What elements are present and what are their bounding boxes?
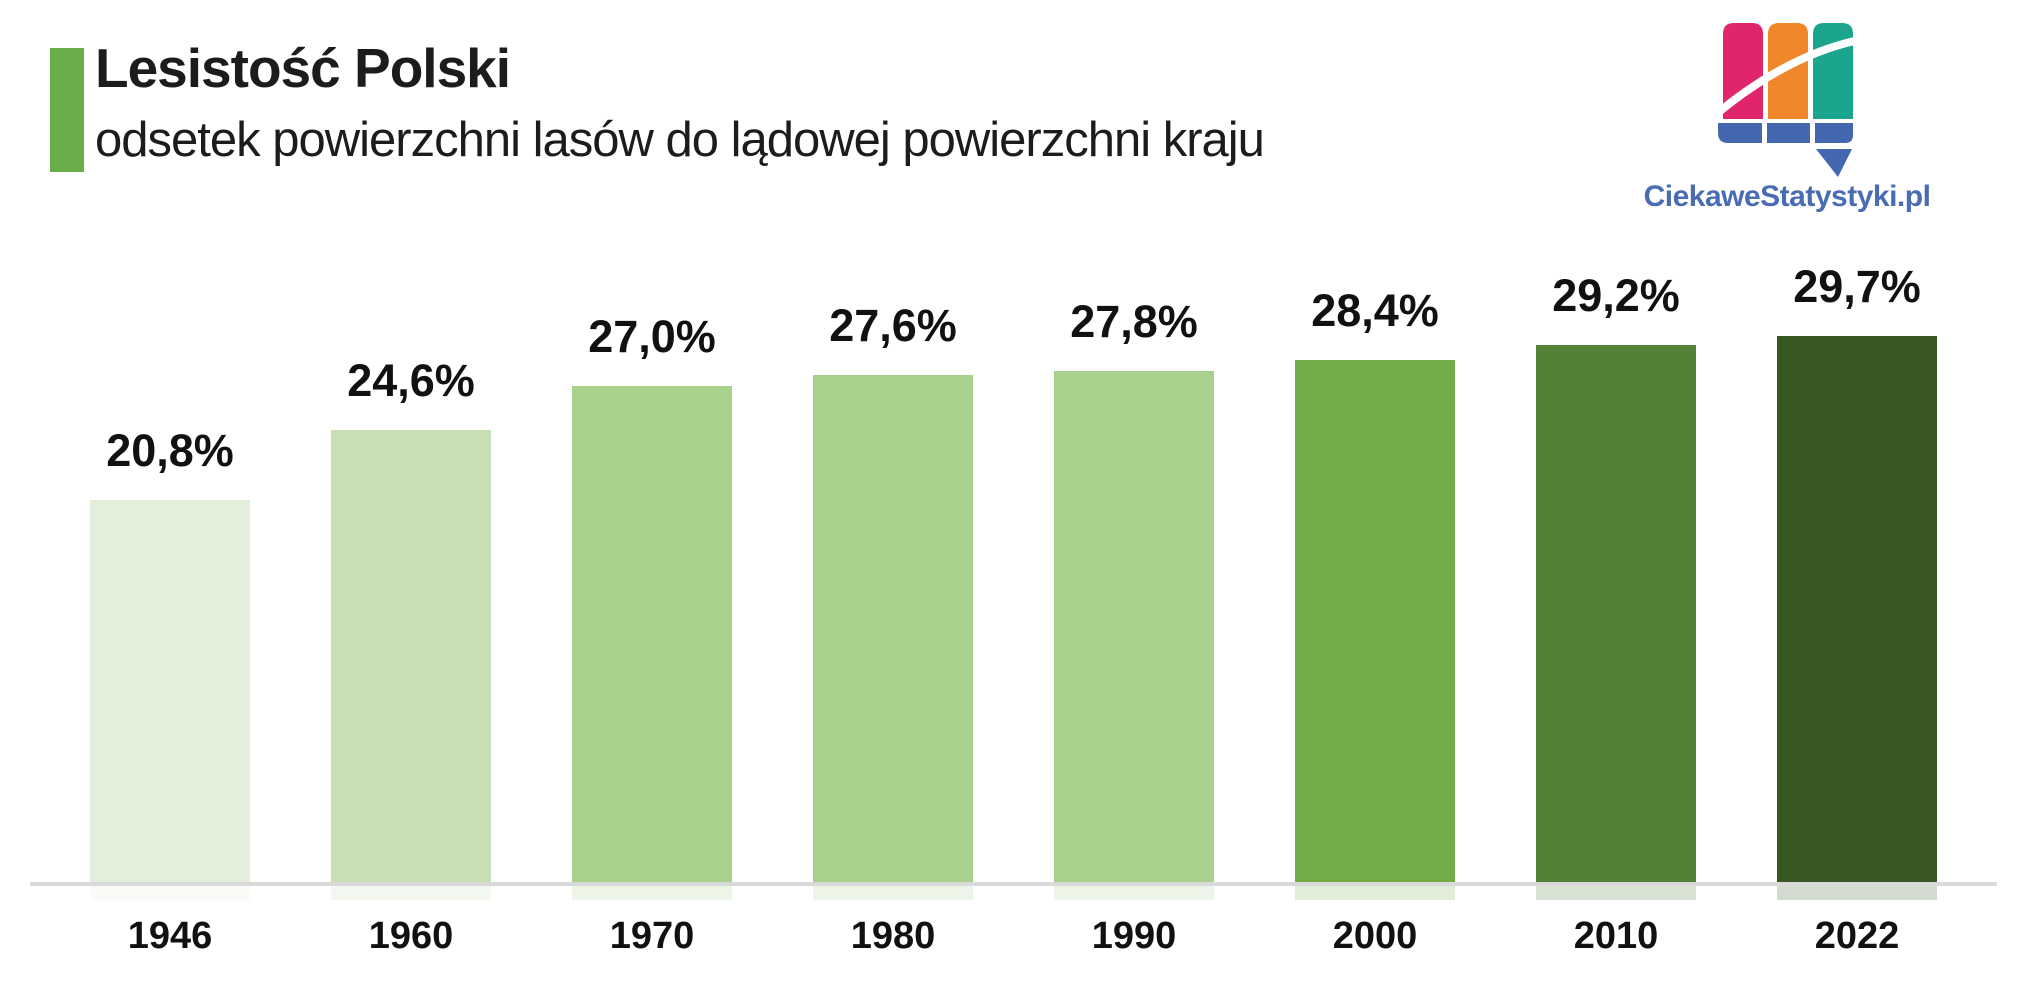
bar [1777,336,1937,884]
logo-base-left-icon [1718,123,1762,143]
logo-bar-teal-icon [1813,23,1853,119]
bar-reflection [1777,886,1937,900]
bar [1536,345,1696,884]
logo-bar-pink-icon [1723,23,1763,119]
page-title: Lesistość Polski [95,37,511,99]
x-tick-label: 2010 [1573,915,1659,957]
logo-bubble-tail-icon [1816,149,1852,177]
bar [813,375,973,884]
bar-reflection [1054,886,1214,900]
ciekawestatystyki-logo-icon [1705,23,1863,177]
bar-reflection [1536,886,1696,900]
title-accent-bar [50,48,84,172]
logo-base-right-icon [1815,123,1853,143]
logo-base-mid-icon [1767,123,1810,143]
bar-value-label: 27,8% [1070,296,1198,347]
bar-value-label: 27,0% [588,311,716,362]
bar [1054,371,1214,884]
bar [331,430,491,884]
x-tick-label: 1960 [368,915,454,957]
bar-reflection [572,886,732,900]
logo-swoosh-icon [1705,36,1863,126]
page-subtitle: odsetek powierzchni lasów do lądowej pow… [95,113,1265,167]
bar-value-label: 27,6% [829,300,957,351]
x-tick-label: 1990 [1091,915,1177,957]
bar [90,500,250,884]
x-tick-label: 1970 [609,915,695,957]
x-axis-baseline [30,882,1997,886]
bar [1295,360,1455,884]
bar-value-label: 20,8% [106,425,234,476]
bar [572,386,732,884]
x-tick-label: 1980 [850,915,936,957]
bar-reflection [1295,886,1455,900]
bar-reflection [331,886,491,900]
x-tick-label: 2000 [1332,915,1418,957]
bar-value-label: 24,6% [347,355,475,406]
bar-reflection [813,886,973,900]
bar-reflection [90,886,250,900]
bar-value-label: 29,2% [1552,270,1680,321]
x-tick-label: 2022 [1814,915,1900,957]
logo-bar-orange-icon [1768,23,1808,119]
x-tick-label: 1946 [127,915,213,957]
bar-value-label: 28,4% [1311,285,1439,336]
logo-site-name: CiekaweStatystyki.pl [1643,180,1931,213]
bar-value-label: 29,7% [1793,261,1921,312]
